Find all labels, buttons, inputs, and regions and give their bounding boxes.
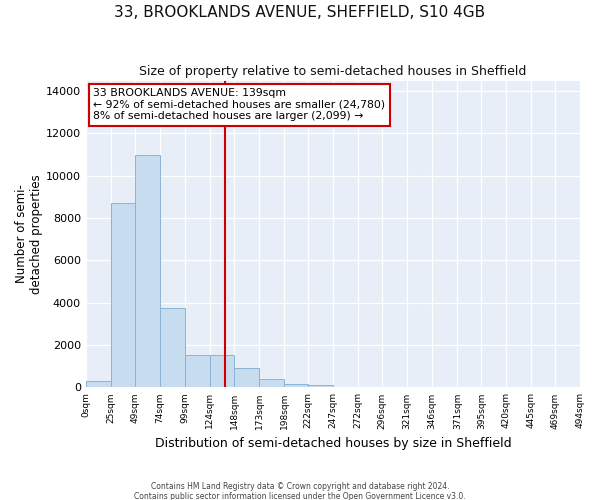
Bar	[210, 354, 234, 388]
Bar	[86, 381, 111, 388]
Text: 33 BROOKLANDS AVENUE: 139sqm
← 92% of semi-detached houses are smaller (24,780)
: 33 BROOKLANDS AVENUE: 139sqm ← 92% of se…	[93, 88, 385, 122]
Text: 33, BROOKLANDS AVENUE, SHEFFIELD, S10 4GB: 33, BROOKLANDS AVENUE, SHEFFIELD, S10 4G…	[115, 5, 485, 20]
Bar	[259, 379, 284, 388]
Bar	[185, 354, 210, 388]
Bar	[111, 204, 135, 388]
Bar	[135, 154, 160, 388]
Y-axis label: Number of semi-
detached properties: Number of semi- detached properties	[15, 174, 43, 294]
Title: Size of property relative to semi-detached houses in Sheffield: Size of property relative to semi-detach…	[139, 65, 527, 78]
Bar	[234, 368, 259, 388]
X-axis label: Distribution of semi-detached houses by size in Sheffield: Distribution of semi-detached houses by …	[155, 437, 511, 450]
Bar	[284, 384, 308, 388]
Bar	[160, 308, 185, 388]
Text: Contains HM Land Registry data © Crown copyright and database right 2024.
Contai: Contains HM Land Registry data © Crown c…	[134, 482, 466, 500]
Bar	[308, 386, 333, 388]
